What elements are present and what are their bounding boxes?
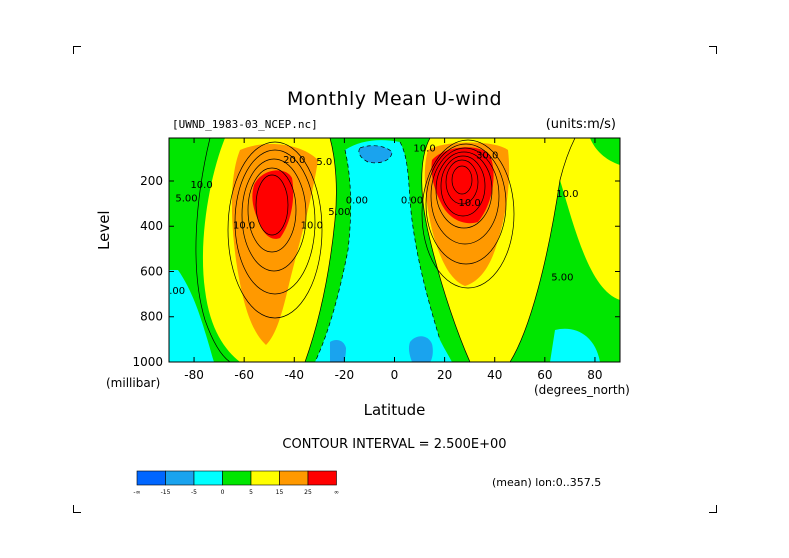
x-tick-label: -40 (284, 368, 304, 382)
contour-label: 0.00 (401, 196, 423, 207)
contour-label: 5.00 (175, 193, 197, 204)
colorbar-swatch (222, 470, 252, 486)
colorbar-swatch (307, 470, 337, 486)
contour-label: 5.0 (316, 157, 332, 168)
contour-label: 5.00 (551, 273, 573, 284)
band-minus15-minus5 (330, 340, 346, 362)
x-tick-label: 40 (487, 368, 502, 382)
band-minus5-0 (550, 328, 600, 362)
contour-label: 10.0 (413, 144, 435, 155)
contour-label: 10.0 (190, 180, 212, 191)
corner-mark-bottom-left (73, 505, 81, 513)
band-0-5 (590, 138, 620, 165)
band-gt-25 (252, 170, 294, 239)
colorbar-swatch (136, 470, 166, 486)
y-tick-label: 1000 (132, 355, 163, 369)
contour-label: 10.0 (301, 221, 323, 232)
contour-label: 10.0 (556, 189, 578, 200)
x-tick-label: -20 (335, 368, 355, 382)
y-tick-label: 600 (140, 264, 163, 278)
chart-title: Monthly Mean U-wind (286, 88, 503, 110)
contour-interval-label: CONTOUR INTERVAL = 2.500E+00 (282, 437, 507, 452)
contour-label: 0.00 (163, 286, 185, 297)
band-minus15-minus5 (358, 145, 392, 163)
colorbar-label: -∞ (133, 489, 140, 496)
contour-lines (195, 138, 576, 362)
colorbar-label: -15 (161, 489, 171, 496)
colorbar-swatch (193, 470, 223, 486)
band-gt-25 (431, 147, 494, 224)
axes-layer: -80 -60 -40 -20 0 20 40 60 80 200 400 600 800 1000 (132, 138, 620, 382)
y-tick-label: 200 (140, 174, 163, 188)
colorbar-label: -5 (191, 489, 197, 496)
colorbar-swatch (250, 470, 280, 486)
x-tick-label: -60 (234, 368, 254, 382)
colorbar-label: ∞ (334, 489, 339, 496)
contour-label: 10.0 (233, 221, 255, 232)
corner-mark-bottom-right (709, 505, 717, 513)
x-tick-label: 20 (437, 368, 452, 382)
corner-mark-top-left (73, 46, 81, 54)
dataset-label: [UWND_1983-03_NCEP.nc] (172, 118, 318, 131)
colorbar-swatch (279, 470, 309, 486)
colorbar: -∞ -15 -5 0 5 15 25 ∞ (133, 470, 339, 496)
negative-contours (314, 141, 441, 362)
band-0-5 (510, 180, 620, 362)
band-minus5-0 (315, 140, 452, 362)
colorbar-label: 5 (249, 489, 253, 496)
y-tick-label: 800 (140, 310, 163, 324)
contour-label: 10.0 (459, 198, 481, 209)
contour-label: 30.0 (476, 150, 498, 161)
contour-label: 5.00 (396, 130, 418, 141)
x-axis-units: (degrees_north) (534, 383, 630, 397)
colorbar-label: 0 (221, 489, 225, 496)
x-tick-label: 0 (391, 368, 399, 382)
colorbar-swatch (165, 470, 195, 486)
corner-mark-top-right (709, 46, 717, 54)
y-tick-label: 400 (140, 219, 163, 233)
x-tick-label: 60 (537, 368, 552, 382)
contour-label: 0.00 (346, 196, 368, 207)
contour-label: 5.00 (328, 207, 350, 218)
colorbar-label: 15 (276, 489, 284, 496)
units-label: (units:m/s) (545, 117, 616, 132)
x-tick-label: 80 (587, 368, 602, 382)
band-minus5-0 (169, 270, 214, 362)
mean-info-label: (mean) lon:0..357.5 (492, 476, 602, 489)
y-axis-units: (millibar) (106, 376, 161, 390)
x-axis-title: Latitude (363, 401, 426, 419)
x-tick-label: -80 (184, 368, 204, 382)
band-minus15-minus5 (408, 336, 433, 362)
contour-label: 20.0 (283, 155, 305, 166)
colorbar-label: 25 (304, 489, 312, 496)
